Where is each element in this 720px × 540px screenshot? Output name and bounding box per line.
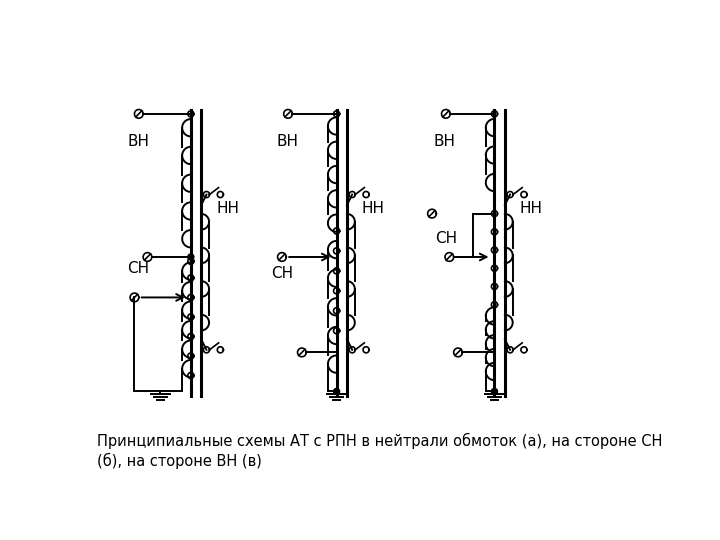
- Text: НН: НН: [361, 200, 384, 215]
- Polygon shape: [333, 388, 340, 395]
- Text: СН: СН: [127, 261, 150, 276]
- Polygon shape: [492, 388, 498, 395]
- Text: Принципиальные схемы АТ с РПН в нейтрали обмоток (а), на стороне СН: Принципиальные схемы АТ с РПН в нейтрали…: [97, 433, 662, 449]
- Text: СН: СН: [436, 231, 458, 246]
- Text: НН: НН: [520, 200, 543, 215]
- Text: СН: СН: [271, 266, 294, 281]
- Polygon shape: [188, 254, 194, 260]
- Text: ВН: ВН: [276, 134, 299, 149]
- Text: ВН: ВН: [127, 134, 150, 149]
- Text: (б), на стороне ВН (в): (б), на стороне ВН (в): [97, 453, 262, 469]
- Text: ВН: ВН: [433, 134, 456, 149]
- Text: НН: НН: [216, 200, 239, 215]
